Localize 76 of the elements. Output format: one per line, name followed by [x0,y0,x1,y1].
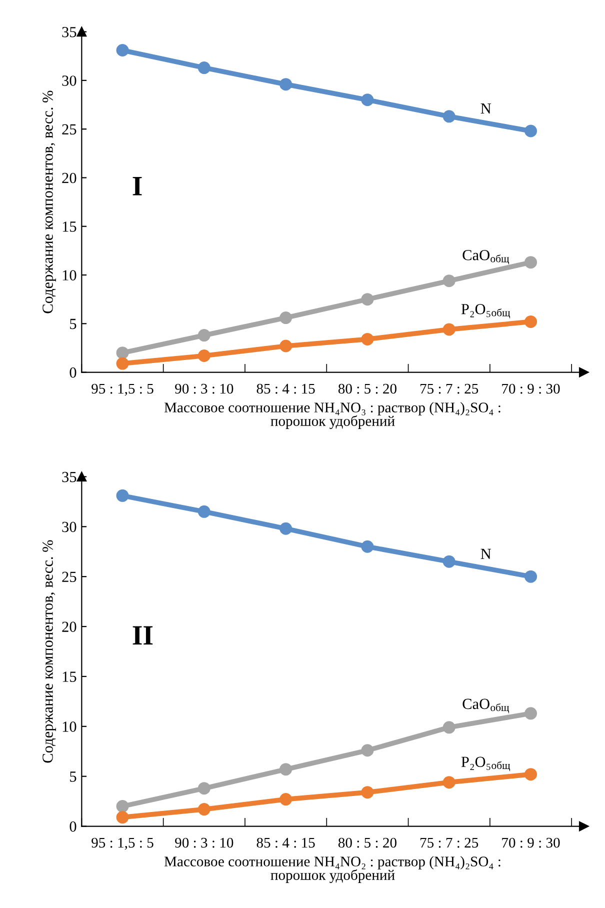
point [116,357,129,370]
x-tick-label: 75 : 7 : 25 [420,838,478,848]
point [524,707,538,720]
series-label: P₂O₅$_{общ}$ [461,756,510,772]
y-axis-title: Содержание компонентов, весс. % [42,540,56,763]
point [442,555,456,568]
point [442,274,456,288]
x-tick-label: 70 : 9 : 30 [502,838,560,848]
point [524,124,538,138]
point [280,78,292,91]
point [361,332,374,346]
y-tick-label: 30 [62,522,76,532]
point [198,803,210,816]
series-label: P₂O₅$_{общ}$ [461,304,510,318]
x-tick-label: 70 : 9 : 30 [502,384,560,394]
x-tick-label: 85 : 4 : 15 [256,838,315,848]
y-tick-label: 5 [70,772,76,782]
y-tick-label: 20 [62,172,76,184]
x-axis-title: Массовое соотношение NH₄NO₂ : раствор (NH₄)₂SO₄ : порошок удобрений [164,856,500,883]
x-tick-label: 95 : 1,5 : 5 [92,384,154,396]
point [361,94,374,106]
point [280,793,292,806]
point [198,349,210,362]
annotation: II [132,626,153,644]
point [116,346,129,360]
x-tick-label: 90 : 3 : 10 [175,838,234,848]
y-tick-label: 20 [62,622,76,632]
point [198,329,210,342]
y-tick-label: 0 [70,367,76,378]
point [280,340,292,352]
point [361,786,374,799]
point [116,44,129,57]
x-tick-label: 80 : 5 : 20 [338,384,396,394]
point [198,62,210,74]
y-tick-label: 30 [62,76,76,86]
y-tick-label: 15 [62,222,76,232]
x-tick-label: 75 : 7 : 25 [420,384,478,394]
point [524,570,538,583]
y-tick-label: 25 [62,124,76,135]
y-tick-label: 10 [62,270,76,280]
point [116,800,129,813]
x-tick-label: 85 : 4 : 15 [256,384,315,394]
point [116,811,129,824]
point [198,782,210,795]
y-tick-label: 0 [70,821,76,832]
point [442,776,456,789]
point [280,312,292,324]
x-tick-label: 80 : 5 : 20 [338,838,396,848]
point [524,315,538,328]
y-tick-label: 10 [62,722,76,732]
series-label: CaO$_{общ}$ [462,250,509,264]
x-tick-label: 90 : 3 : 10 [175,384,234,394]
annotation: I [132,177,142,196]
point [361,744,374,757]
point [442,323,456,336]
point [280,763,292,776]
y-tick-label: 25 [62,572,76,582]
y-tick-label: 35 [62,472,76,482]
series-label: N [480,104,492,114]
y-tick-label: 5 [70,318,76,330]
series-label: N [480,548,492,559]
y-axis-title: Содержание компонентов, весс. % [42,90,56,314]
point [361,293,374,306]
x-axis-title: Массовое соотношение NH₄NO₃ : раствор (NH₄)₂SO₄ : порошок удобрений [164,402,500,429]
point [442,721,456,734]
point [524,768,538,781]
series-label: CaO$_{общ}$ [462,698,509,714]
y-tick-label: 35 [62,26,76,38]
point [442,110,456,123]
y-tick-label: 15 [62,672,76,682]
x-tick-label: 95 : 1,5 : 5 [92,838,154,850]
point [280,522,292,535]
point [198,505,210,518]
point [524,256,538,269]
point [361,540,374,553]
point [116,489,129,502]
